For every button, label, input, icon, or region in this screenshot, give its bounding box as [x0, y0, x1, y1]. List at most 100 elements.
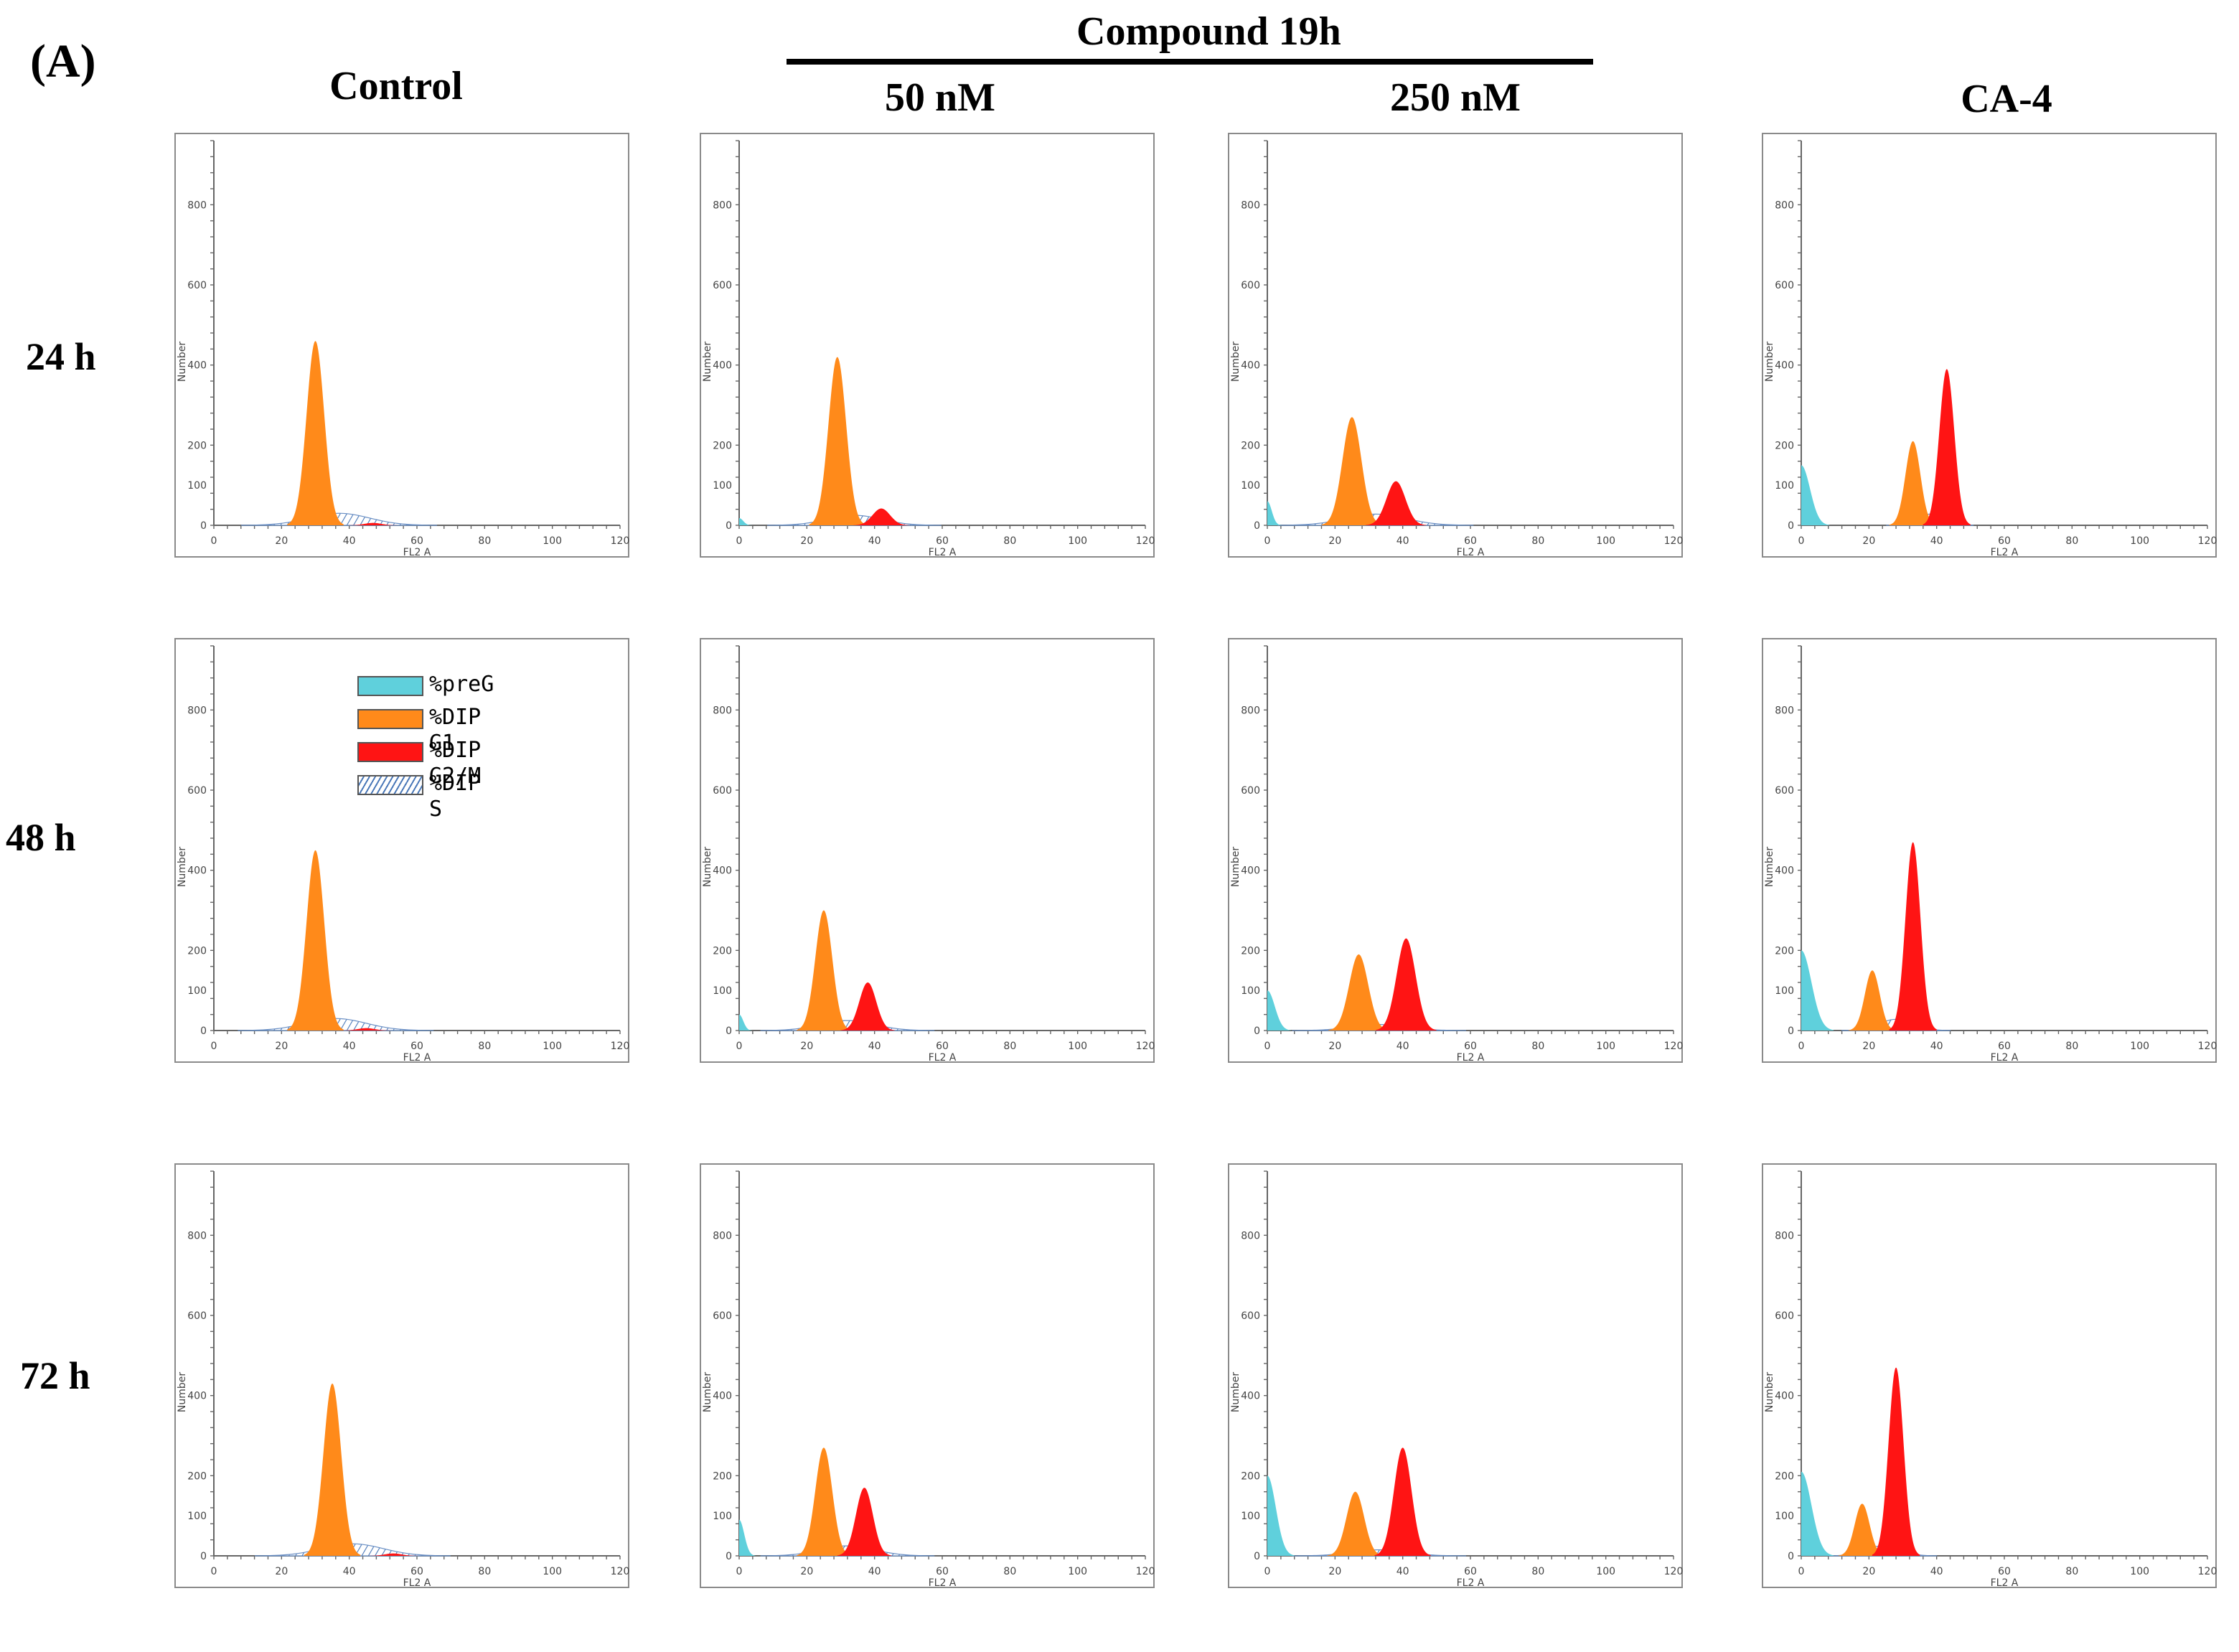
x-tick-label: 80 — [1003, 1566, 1016, 1577]
y-tick-label: 100 — [187, 985, 207, 997]
y-tick-label: 0 — [726, 1026, 732, 1037]
legend-label-g1: %DIP G1 — [429, 705, 482, 756]
x-tick-label: 80 — [2065, 1041, 2078, 1052]
x-tick-label: 120 — [1664, 535, 1684, 547]
y-axis-label: Number — [702, 1372, 713, 1412]
histogram-50-nm-48-h: 0 20 40 60 80 100 120 0 100 200 400 600 800 FL2 A Numb… — [700, 638, 1155, 1064]
x-tick-label: 40 — [1397, 1041, 1409, 1052]
y-axis-label: Number — [177, 1372, 188, 1412]
plot-frame — [1762, 1163, 2217, 1588]
x-tick-label: 20 — [275, 535, 288, 547]
peak-dip-g1 — [287, 341, 344, 525]
histogram-control-48-h: 0 20 40 60 80 100 120 0 100 200 400 600 800 FL2 A Numb… — [174, 638, 629, 1064]
x-tick-label: 0 — [736, 1041, 743, 1052]
plot-frame — [1762, 638, 2217, 1063]
peak-preg — [1801, 465, 1830, 525]
y-tick-label: 800 — [1775, 1230, 1794, 1242]
peak-preg — [1267, 501, 1282, 525]
peak-dip-g2-m — [1365, 481, 1427, 525]
y-tick-label: 200 — [187, 1470, 207, 1482]
peak-dip-g2-m — [1376, 938, 1437, 1031]
histogram-control-72-h: 0 20 40 60 80 100 120 0 100 200 400 600 800 FL2 A Numb… — [174, 1163, 630, 1589]
compound-heading: Compound 19h — [1076, 9, 1341, 54]
x-tick-label: 120 — [1664, 1041, 1684, 1052]
peak-dip-g1 — [797, 910, 851, 1031]
x-tick-label: 20 — [1862, 1041, 1875, 1052]
x-tick-label: 120 — [611, 1566, 630, 1577]
x-tick-label: 20 — [1328, 1041, 1341, 1052]
y-tick-label: 600 — [1241, 1310, 1260, 1322]
y-tick-label: 100 — [713, 480, 732, 492]
peak-preg — [739, 1519, 756, 1556]
y-tick-label: 400 — [1241, 360, 1260, 372]
y-tick-label: 100 — [1775, 985, 1794, 997]
x-tick-label: 120 — [1136, 535, 1155, 547]
x-tick-label: 100 — [2130, 535, 2149, 547]
x-tick-label: 60 — [1998, 1566, 2011, 1577]
legend-swatch-s — [357, 775, 423, 795]
x-tick-label: 40 — [1930, 535, 1943, 547]
x-tick-label: 60 — [410, 535, 423, 547]
y-tick-label: 600 — [187, 785, 207, 797]
x-tick-label: 0 — [736, 1566, 743, 1577]
x-tick-label: 100 — [1068, 1041, 1087, 1052]
x-tick-label: 40 — [343, 535, 356, 547]
legend-label-preg: %preG — [429, 672, 494, 697]
y-tick-label: 100 — [187, 480, 207, 492]
peak-dip-g2-m — [837, 1488, 892, 1556]
histogram-250-nm-72-h: 0 20 40 60 80 100 120 0 100 200 400 600 800 FL2 A Numb… — [1228, 1163, 1683, 1589]
x-axis-label: FL2 A — [1457, 547, 1485, 558]
x-tick-label: 60 — [1464, 535, 1477, 547]
x-tick-label: 40 — [343, 1566, 356, 1577]
peak-dip-g1 — [797, 1447, 851, 1556]
x-tick-label: 20 — [275, 1041, 288, 1052]
peak-dip-g2-m — [1374, 1447, 1431, 1556]
y-tick-label: 0 — [726, 1551, 732, 1562]
y-tick-label: 600 — [1775, 280, 1794, 291]
histogram-ca-4-24-h: 0 20 40 60 80 100 120 0 100 200 400 600 800 FL2 A Numb… — [1762, 133, 2217, 558]
peak-dip-g1 — [809, 357, 866, 525]
x-tick-label: 40 — [1397, 535, 1409, 547]
histogram-250-nm-24-h: 0 20 40 60 80 100 120 0 100 200 400 600 800 FL2 A Numb… — [1228, 133, 1684, 558]
y-tick-label: 200 — [1241, 440, 1260, 451]
y-axis-label: Number — [1764, 1372, 1775, 1412]
y-tick-label: 800 — [1241, 200, 1260, 211]
y-axis-label: Number — [1764, 342, 1775, 382]
plot-frame — [1228, 638, 1683, 1063]
y-tick-label: 0 — [200, 1551, 207, 1562]
legend-label-g2m: %DIP G2/M — [429, 738, 482, 789]
y-tick-label: 0 — [726, 520, 732, 532]
y-axis-label: Number — [702, 847, 713, 887]
y-tick-label: 800 — [713, 1230, 732, 1242]
y-tick-label: 600 — [713, 1310, 732, 1322]
y-tick-label: 600 — [713, 280, 732, 291]
histogram-ca-4-72-h: 0 20 40 60 80 100 120 0 100 200 400 600 800 FL2 A Numb… — [1762, 1163, 2217, 1589]
x-tick-label: 60 — [936, 1041, 949, 1052]
peak-dip-g1 — [304, 1383, 361, 1556]
x-tick-label: 60 — [1464, 1566, 1477, 1577]
x-tick-label: 20 — [800, 1566, 813, 1577]
x-tick-label: 100 — [543, 1566, 562, 1577]
peak-dip-g1 — [1838, 1503, 1887, 1556]
x-tick-label: 80 — [2065, 535, 2078, 547]
y-tick-label: 400 — [713, 1391, 732, 1402]
peak-dip-g2-m — [1923, 369, 1971, 525]
y-tick-label: 400 — [187, 360, 207, 372]
x-tick-label: 100 — [1596, 1566, 1615, 1577]
y-tick-label: 400 — [713, 360, 732, 372]
x-tick-label: 20 — [1328, 535, 1341, 547]
x-tick-label: 20 — [1328, 1566, 1341, 1577]
row-heading-24h: 24 h — [26, 335, 96, 378]
peak-preg — [1801, 1471, 1834, 1556]
y-tick-label: 0 — [1788, 1026, 1794, 1037]
x-tick-label: 60 — [1998, 535, 2011, 547]
x-tick-label: 100 — [2130, 1041, 2149, 1052]
histogram-50-nm-72-h: 0 20 40 60 80 100 120 0 100 200 400 600 800 FL2 A Numb… — [700, 1163, 1155, 1589]
x-tick-label: 120 — [2198, 1041, 2217, 1052]
y-tick-label: 600 — [1241, 785, 1260, 797]
y-tick-label: 100 — [713, 985, 732, 997]
legend-swatch-preg — [357, 676, 423, 696]
plot-frame — [174, 133, 629, 558]
x-axis-label: FL2 A — [1991, 547, 2019, 558]
